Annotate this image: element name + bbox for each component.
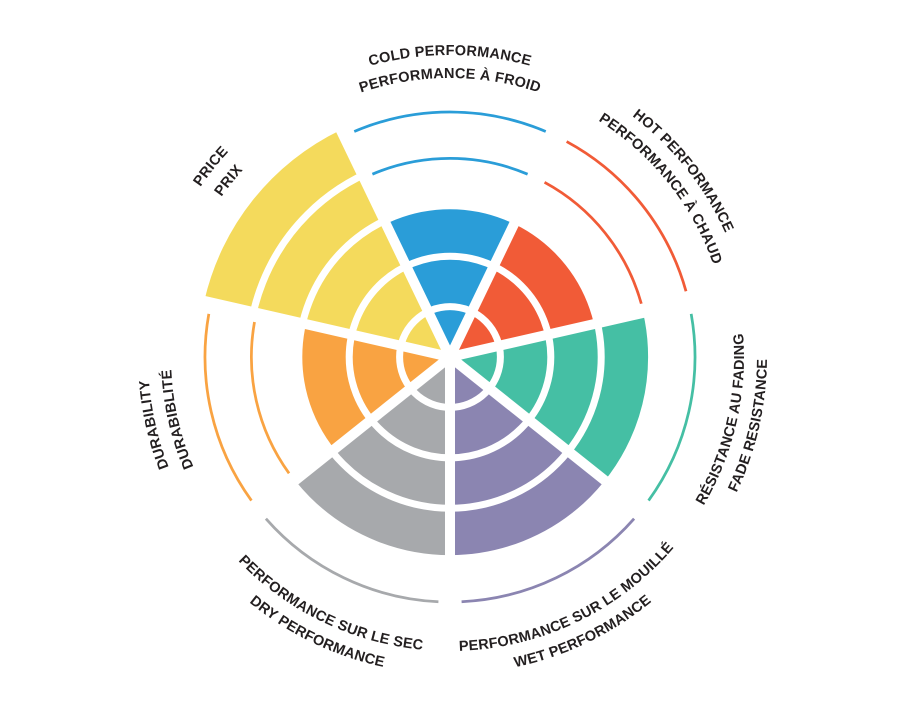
sector-fill-wet-performance bbox=[449, 357, 608, 559]
sector-separator-0 bbox=[445, 121, 567, 360]
label-hot-performance-en: HOT PERFORMANCE bbox=[630, 107, 737, 235]
level-arc-cold-performance-5 bbox=[353, 110, 547, 133]
sector-fill-price bbox=[204, 129, 450, 357]
level-arc-hot-performance-4 bbox=[543, 181, 643, 305]
level-arc-durability-5 bbox=[203, 313, 253, 502]
level-arc-fade-resistance-5 bbox=[647, 313, 697, 502]
level-arc-wet-performance-5 bbox=[461, 517, 636, 604]
sector-fill-dry-performance bbox=[292, 357, 451, 559]
sector-separator-5 bbox=[196, 294, 452, 362]
label-cold-performance-en: COLD PERFORMANCE bbox=[367, 43, 533, 70]
level-arc-hot-performance-5 bbox=[565, 140, 688, 292]
sector-fill-cold-performance bbox=[384, 205, 516, 357]
sector-separator-4 bbox=[244, 353, 454, 523]
level-arc-dry-performance-5 bbox=[264, 517, 439, 604]
level-arc-durability-4 bbox=[250, 321, 291, 475]
sector-separator-1 bbox=[448, 294, 704, 362]
level-arc-cold-performance-4 bbox=[371, 157, 529, 176]
sector-separator-6 bbox=[333, 121, 455, 360]
label-cold-performance-fr: PERFORMANCE À FROID bbox=[357, 66, 542, 96]
sector-separator-2 bbox=[446, 353, 656, 523]
sector-fill-durability bbox=[298, 323, 450, 452]
